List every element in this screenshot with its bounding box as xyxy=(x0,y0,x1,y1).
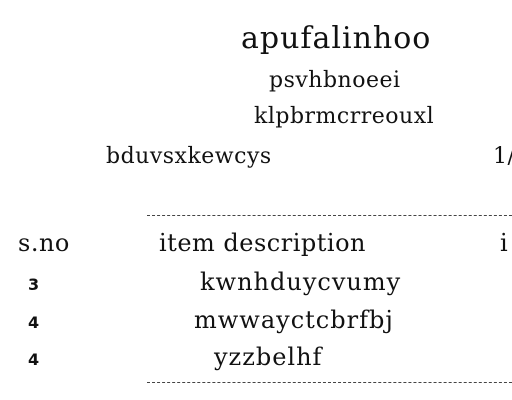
bottom-separator xyxy=(147,382,512,383)
row-qty: 3 xyxy=(28,275,40,294)
column-header-sno: s.no xyxy=(18,229,70,257)
table-row: 4 mwwayctcbrfbj xyxy=(0,306,512,340)
table-row: 4 yzzbelhf xyxy=(0,343,512,377)
row-item-description: mwwayctcbrfbj xyxy=(194,306,394,334)
receipt-code-right: 1/ xyxy=(493,144,512,169)
table-row: 3 kwnhduycvumy xyxy=(0,268,512,302)
store-title: apufalinhoo xyxy=(241,21,432,56)
receipt-code-left: bduvsxkewcys xyxy=(106,144,272,169)
store-subtitle-line-1: psvhbnoeei xyxy=(269,68,401,93)
row-item-description: kwnhduycvumy xyxy=(200,268,402,296)
row-item-description: yzzbelhf xyxy=(214,343,323,371)
column-header-item-description: item description xyxy=(159,229,366,257)
store-subtitle-line-2: klpbrmcrreouxl xyxy=(254,104,435,129)
row-qty: 4 xyxy=(28,350,40,369)
row-qty: 4 xyxy=(28,313,40,332)
column-header-cut-off: i xyxy=(500,229,509,257)
top-separator xyxy=(147,215,512,216)
